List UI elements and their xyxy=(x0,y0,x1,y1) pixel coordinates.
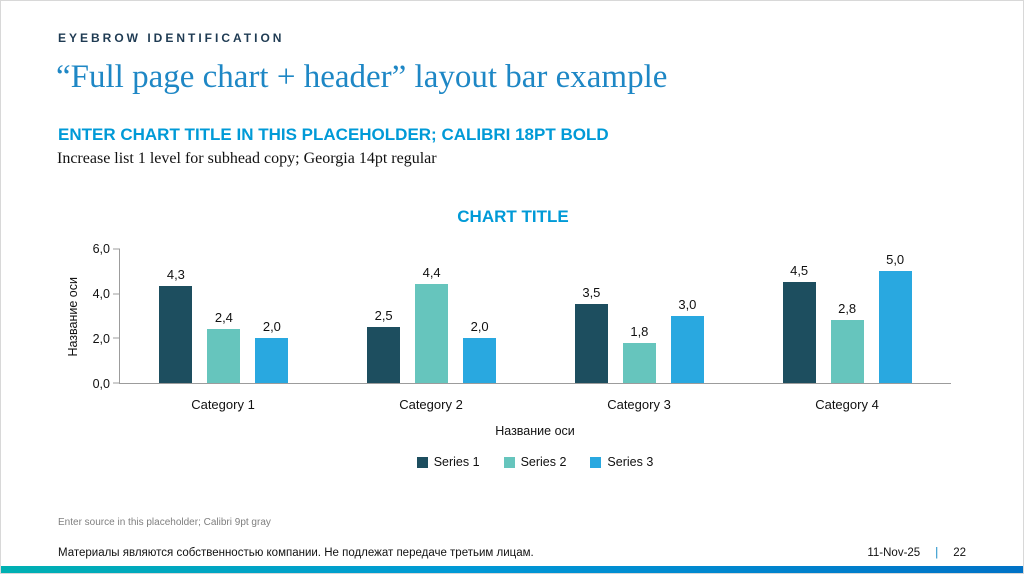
category-label-2: Category 2 xyxy=(399,397,463,412)
legend-item-series-2: Series 2 xyxy=(503,455,567,469)
bar-series2-cat2: 4,4 xyxy=(415,265,449,383)
bar-value-label: 4,3 xyxy=(166,267,185,283)
y-tick-mark xyxy=(113,337,120,339)
legend-item-series-3: Series 3 xyxy=(590,455,653,469)
bar-group-2: 2,5 4,4 2,0 xyxy=(367,265,497,383)
bar-series1-cat2: 2,5 xyxy=(367,308,401,383)
y-tick-label: 0,0 xyxy=(92,377,110,391)
legend: Series 1 Series 2 Series 3 xyxy=(119,455,951,469)
legend-label: Series 1 xyxy=(433,455,480,469)
bar-value-label: 2,0 xyxy=(262,319,281,334)
y-axis-title: Название оси xyxy=(63,249,83,384)
y-tick-mark xyxy=(113,382,120,384)
bar-value-label: 5,0 xyxy=(886,251,905,267)
legend-label: Series 3 xyxy=(607,455,654,469)
eyebrow-text: EYEBROW IDENTIFICATION xyxy=(58,31,285,45)
bar-series2-cat3: 1,8 xyxy=(622,324,656,383)
y-axis-ticks: 0,0 2,0 4,0 6,0 xyxy=(83,242,119,391)
bar-group-4: 4,5 2,8 5,0 xyxy=(782,252,912,383)
page-title: “Full page chart + header” layout bar ex… xyxy=(56,59,668,95)
bar-value-label: 3,0 xyxy=(678,296,697,312)
category-labels: Category 1 Category 2 Category 3 Category 4 xyxy=(119,397,951,412)
bar-series2-cat4: 2,8 xyxy=(830,301,864,383)
bar-series1-cat4: 4,5 xyxy=(782,263,816,383)
bar-group-3: 3,5 1,8 3,0 xyxy=(574,285,704,383)
legend-swatch xyxy=(590,456,602,468)
footer-page-number: 22 xyxy=(953,547,966,559)
y-tick-label: 6,0 xyxy=(92,242,110,256)
legend-label: Series 2 xyxy=(520,455,567,469)
legend-swatch xyxy=(416,456,428,468)
plot-column: 4,3 2,4 2,0 2,5 4,4 2,0 3,5 1,8 3,0 4,5 2,8 5,0 Cat… xyxy=(113,248,951,469)
bar-series3-cat2: 2,0 xyxy=(463,319,497,383)
subhead-bold: ENTER CHART TITLE IN THIS PLACEHOLDER; C… xyxy=(58,125,609,144)
bar-series1-cat1: 4,3 xyxy=(159,267,193,383)
legend-swatch xyxy=(503,456,515,468)
y-tick-label: 2,0 xyxy=(92,332,110,346)
bar-group-1: 4,3 2,4 2,0 xyxy=(159,267,289,383)
category-label-1: Category 1 xyxy=(191,397,255,412)
bar-value-label: 2,8 xyxy=(838,301,857,316)
bar-value-label: 4,5 xyxy=(790,262,809,278)
y-tick-mark xyxy=(113,293,120,295)
subhead-regular: Increase list 1 level for subhead copy; … xyxy=(57,150,437,167)
bar-value-label: 2,5 xyxy=(374,307,393,323)
bar-value-label: 4,4 xyxy=(422,265,441,280)
bar-series3-cat1: 2,0 xyxy=(255,319,289,383)
source-placeholder: Enter source in this placeholder; Calibr… xyxy=(58,517,271,528)
footer: Материалы являются собственностью компан… xyxy=(58,547,966,559)
bar-value-label: 2,4 xyxy=(214,310,233,325)
bar-series3-cat4: 5,0 xyxy=(878,252,912,383)
footer-date: 11-Nov-25 xyxy=(867,547,921,559)
bar-value-label: 2,0 xyxy=(470,319,489,334)
y-tick-label: 4,0 xyxy=(92,287,110,301)
bar-chart: Название оси 0,0 2,0 4,0 6,0 4,3 2,4 2,0 2,5 4,… xyxy=(63,242,951,469)
chart-title: CHART TITLE xyxy=(457,207,569,226)
bar-value-label: 3,5 xyxy=(582,285,601,301)
bar-series3-cat3: 3,0 xyxy=(670,297,704,383)
footer-right: 11-Nov-25 | 22 xyxy=(867,547,966,559)
bar-series2-cat1: 2,4 xyxy=(207,310,241,383)
bottom-gradient-bar xyxy=(1,566,1023,573)
bar-series1-cat3: 3,5 xyxy=(574,285,608,383)
footer-separator: | xyxy=(935,547,939,559)
bar-value-label: 1,8 xyxy=(630,323,649,339)
x-axis-title: Название оси xyxy=(495,424,575,438)
category-label-3: Category 3 xyxy=(607,397,671,412)
y-axis-title-text: Название оси xyxy=(66,276,80,357)
plot-area: 4,3 2,4 2,0 2,5 4,4 2,0 3,5 1,8 3,0 4,5 2,8 5,0 xyxy=(113,248,951,384)
legend-item-series-1: Series 1 xyxy=(416,455,480,469)
y-tick-mark xyxy=(113,248,120,250)
category-label-4: Category 4 xyxy=(815,397,879,412)
footer-disclaimer: Материалы являются собственностью компан… xyxy=(58,547,534,559)
